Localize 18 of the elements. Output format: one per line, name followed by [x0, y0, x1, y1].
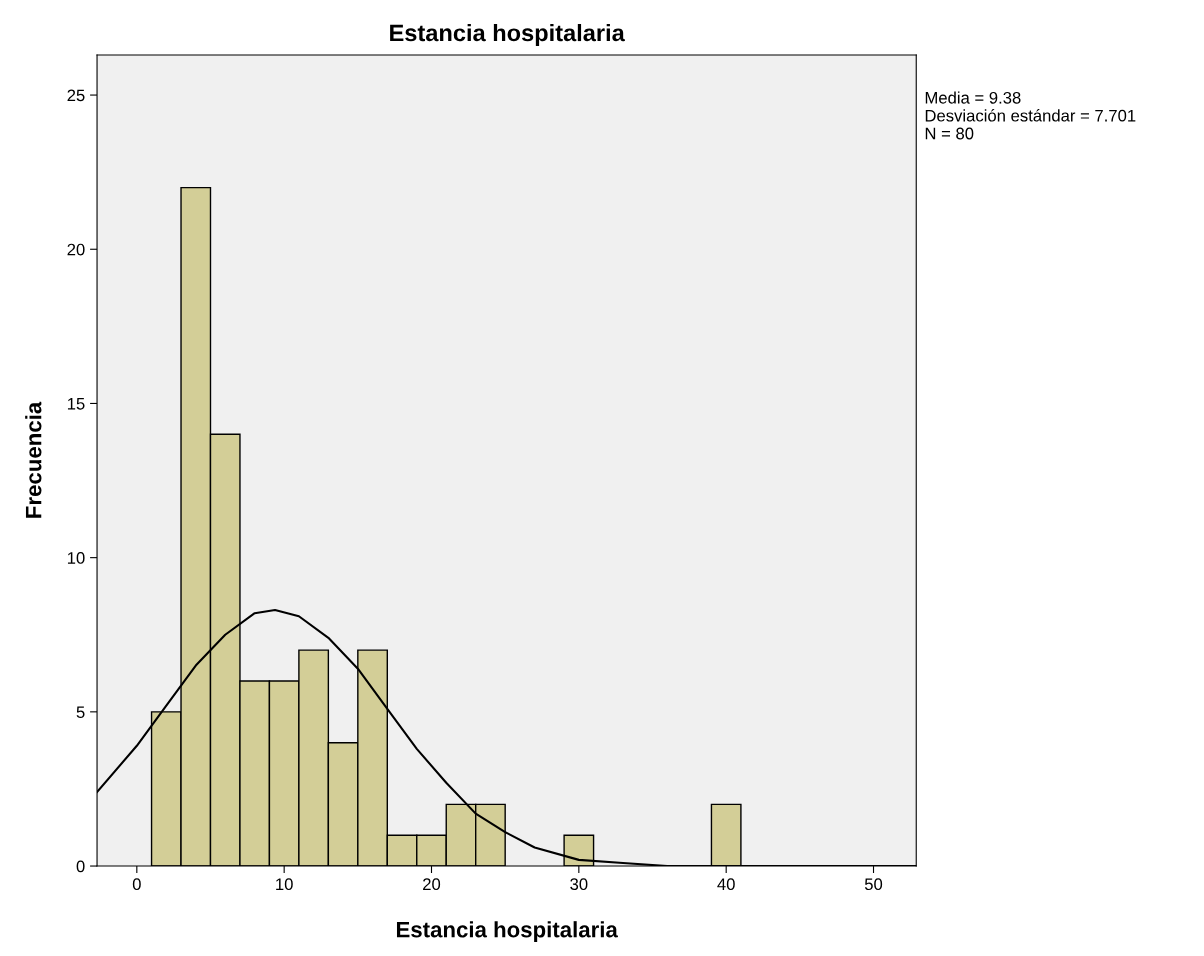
x-tick-label: 10 [276, 878, 293, 891]
x-tick-label: 20 [423, 878, 441, 891]
text: Desviación estándar = 7.701 [925, 109, 1136, 122]
text: N = 80 [925, 127, 974, 140]
y-tick-label: 10 [67, 552, 85, 564]
y-tick-label: 25 [67, 89, 85, 102]
y-tick-label: 15 [67, 398, 85, 410]
x-tick-label: 40 [717, 878, 735, 891]
y-tick-label: 5 [76, 706, 85, 719]
text: Media = 9.38 [925, 91, 1021, 104]
y-tick-label: 20 [67, 243, 85, 256]
y-tick-label: 0 [76, 860, 85, 873]
x-tick-label: 0 [132, 878, 141, 891]
x-tick-label: 30 [570, 878, 588, 891]
x-tick-label: 50 [864, 878, 883, 891]
x-axis-title: Estancia hospitalaria [396, 921, 618, 942]
y-axis-title: Frecuencia [25, 401, 42, 518]
chart-title: Estancia hospitalaria [390, 23, 625, 46]
